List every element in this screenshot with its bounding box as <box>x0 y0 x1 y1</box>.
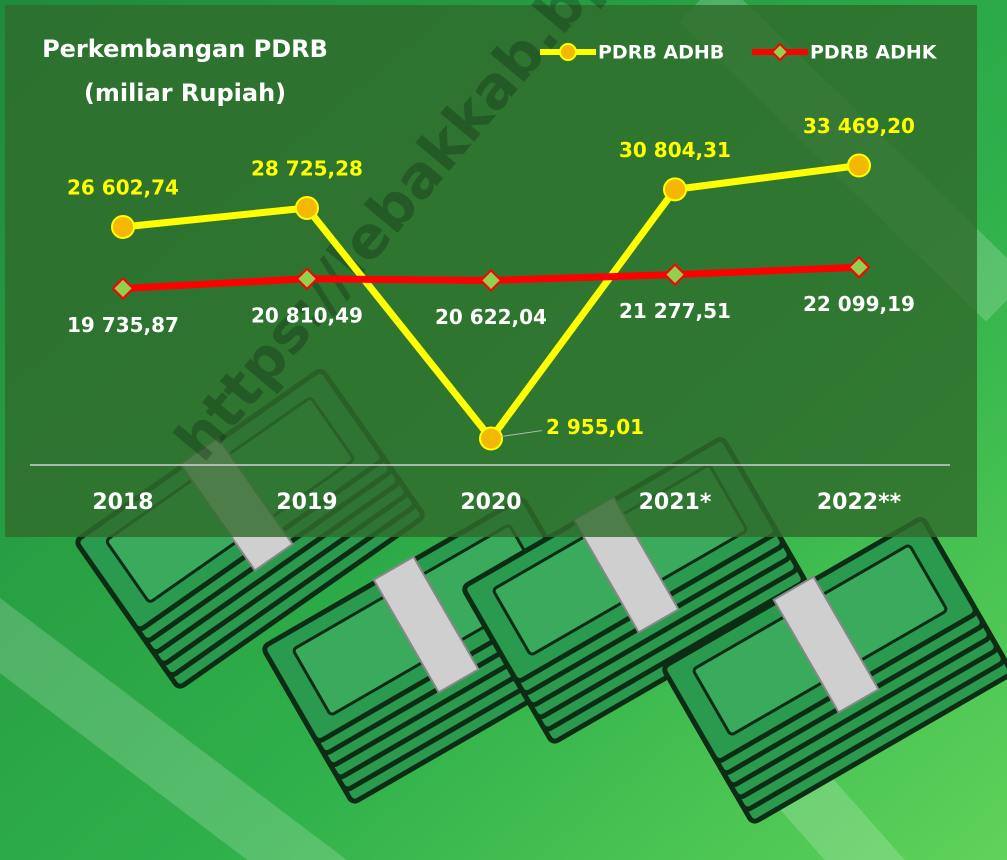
point <box>847 255 871 279</box>
point <box>111 276 135 300</box>
x-tick-label: 2019 <box>276 490 337 515</box>
legend-label: PDRB ADHB <box>598 42 724 64</box>
leader-line <box>500 430 543 438</box>
x-tick-label: 2020 <box>460 490 521 515</box>
data-label: 22 099,19 <box>803 292 915 316</box>
legend-marker <box>559 43 577 61</box>
x-tick-label: 2021* <box>639 490 712 515</box>
point <box>663 177 687 202</box>
legend-label: PDRB ADHK <box>810 42 938 64</box>
data-label: 2 955,01 <box>546 415 644 439</box>
data-label: 26 602,74 <box>67 175 179 199</box>
x-tick-label: 2018 <box>92 490 153 515</box>
point <box>479 269 503 292</box>
legend-marker <box>770 42 790 62</box>
chart-subtitle: (miliar Rupiah) <box>84 79 286 107</box>
x-tick-label: 2022** <box>817 490 902 515</box>
data-label: 28 725,28 <box>251 156 363 180</box>
data-label: 30 804,31 <box>619 138 731 162</box>
data-label: 21 277,51 <box>619 299 731 323</box>
point <box>295 267 319 291</box>
point <box>663 263 687 287</box>
data-label: 19 735,87 <box>67 313 179 337</box>
data-label: 20 622,04 <box>435 305 547 329</box>
point <box>295 195 319 220</box>
point <box>111 214 135 239</box>
point <box>479 426 503 451</box>
chart-title: Perkembangan PDRB <box>42 35 328 63</box>
data-label: 20 810,49 <box>251 303 363 327</box>
data-label: 33 469,20 <box>803 114 915 138</box>
point <box>847 153 871 178</box>
